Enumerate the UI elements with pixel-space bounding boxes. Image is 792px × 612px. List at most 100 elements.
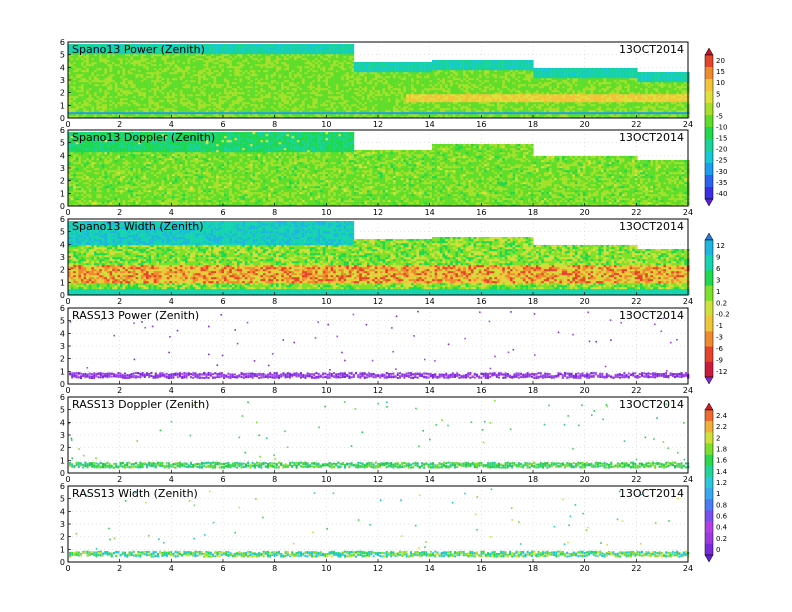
heatmap-cell xyxy=(138,60,141,62)
heatmap-cell xyxy=(273,66,276,68)
heatmap-cell xyxy=(86,78,89,80)
heatmap-cell xyxy=(357,112,360,114)
heatmap-cell xyxy=(128,104,131,106)
heatmap-cell xyxy=(351,48,354,50)
heatmap-cell xyxy=(362,100,365,102)
heatmap-cell xyxy=(102,64,105,66)
heatmap-cell xyxy=(177,106,180,108)
heatmap-cell xyxy=(81,98,84,100)
heatmap-cell xyxy=(310,112,313,114)
heatmap-cell xyxy=(351,52,354,54)
heatmap-cell xyxy=(169,112,172,114)
heatmap-cell xyxy=(346,106,349,108)
heatmap-cell xyxy=(341,84,344,86)
heatmap-cell xyxy=(266,48,269,50)
heatmap-cell xyxy=(281,66,284,68)
heatmap-cell xyxy=(429,88,432,90)
heatmap-cell xyxy=(377,96,380,98)
heatmap-cell xyxy=(250,46,253,48)
heatmap-cell xyxy=(175,102,178,104)
heatmap-cell xyxy=(97,108,100,110)
heatmap-cell xyxy=(367,112,370,114)
heatmap-cell xyxy=(102,106,105,108)
heatmap-cell xyxy=(219,48,222,50)
heatmap-cell xyxy=(242,80,245,82)
heatmap-cell xyxy=(362,90,365,92)
heatmap-cell xyxy=(346,94,349,96)
heatmap-cell xyxy=(151,78,154,80)
heatmap-cell xyxy=(284,86,287,88)
heatmap-cell xyxy=(266,68,269,70)
heatmap-cell xyxy=(320,86,323,88)
heatmap-cell xyxy=(305,62,308,64)
heatmap-cell xyxy=(232,90,235,92)
heatmap-cell xyxy=(323,68,326,70)
heatmap-cell xyxy=(94,86,97,88)
heatmap-cell xyxy=(297,74,300,76)
heatmap-cell xyxy=(120,94,123,96)
heatmap-cell xyxy=(125,78,128,80)
heatmap-cell xyxy=(219,82,222,84)
heatmap-cell xyxy=(318,52,321,54)
heatmap-cell xyxy=(172,104,175,106)
heatmap-cell xyxy=(266,104,269,106)
heatmap-cell xyxy=(237,60,240,62)
heatmap-cell xyxy=(310,56,313,58)
heatmap-cell xyxy=(133,106,136,108)
heatmap-cell xyxy=(185,104,188,106)
heatmap-cell xyxy=(159,98,162,100)
heatmap-cell xyxy=(164,94,167,96)
heatmap-cell xyxy=(164,72,167,74)
heatmap-cell xyxy=(427,90,430,92)
heatmap-cell xyxy=(344,100,347,102)
heatmap-cell xyxy=(146,100,149,102)
heatmap-cell xyxy=(203,104,206,106)
heatmap-cell xyxy=(333,88,336,90)
heatmap-cell xyxy=(172,102,175,104)
heatmap-cell xyxy=(271,88,274,90)
heatmap-cell xyxy=(182,58,185,60)
heatmap-cell xyxy=(310,66,313,68)
heatmap-cell xyxy=(112,78,115,80)
heatmap-cell xyxy=(427,64,430,66)
heatmap-cell xyxy=(357,64,360,66)
heatmap-cell xyxy=(253,100,256,102)
heatmap-cell xyxy=(367,106,370,108)
heatmap-cell xyxy=(117,106,120,108)
heatmap-cell xyxy=(346,110,349,112)
heatmap-cell xyxy=(164,58,167,60)
heatmap-cell xyxy=(435,88,438,90)
heatmap-cell xyxy=(110,86,113,88)
heatmap-cell xyxy=(435,74,438,76)
heatmap-cell xyxy=(284,60,287,62)
heatmap-cell xyxy=(432,106,435,108)
heatmap-cell xyxy=(250,96,253,98)
heatmap-cell xyxy=(390,76,393,78)
heatmap-cell xyxy=(232,84,235,86)
heatmap-cell xyxy=(128,106,131,108)
heatmap-cell xyxy=(416,70,419,72)
heatmap-cell xyxy=(299,104,302,106)
heatmap-cell xyxy=(242,110,245,112)
heatmap-cell xyxy=(167,108,170,110)
heatmap-cell xyxy=(333,48,336,50)
heatmap-cell xyxy=(307,78,310,80)
heatmap-cell xyxy=(406,80,409,82)
heatmap-cell xyxy=(227,102,230,104)
heatmap-cell xyxy=(133,92,136,94)
heatmap-cell xyxy=(91,104,94,106)
heatmap-cell xyxy=(141,66,144,68)
heatmap-cell xyxy=(354,88,357,90)
heatmap-cell xyxy=(104,110,107,112)
heatmap-cell xyxy=(247,78,250,80)
heatmap-cell xyxy=(429,76,432,78)
heatmap-cell xyxy=(346,112,349,114)
heatmap-cell xyxy=(263,70,266,72)
heatmap-cell xyxy=(221,88,224,90)
heatmap-cell xyxy=(286,64,289,66)
heatmap-cell xyxy=(255,68,258,70)
heatmap-cell xyxy=(81,56,84,58)
heatmap-cell xyxy=(206,68,209,70)
heatmap-cell xyxy=(195,56,198,58)
heatmap-cell xyxy=(201,98,204,100)
